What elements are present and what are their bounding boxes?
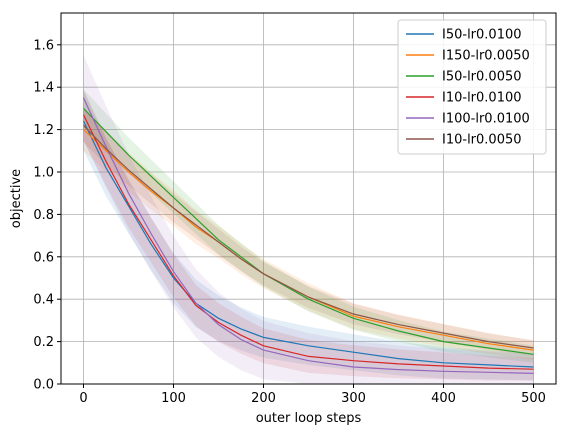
series-band (83, 89, 534, 363)
y-tick-label: 0.8 (33, 208, 54, 223)
legend-label: I100-lr0.0100 (442, 112, 530, 127)
series-band (83, 108, 534, 360)
y-tick-label: 1.4 (33, 81, 54, 96)
x-tick-label: 0 (79, 391, 87, 406)
grid (61, 13, 556, 385)
y-tick-label: 1.0 (33, 166, 54, 181)
x-axis-label: outer loop steps (256, 411, 362, 426)
x-tick-label: 300 (341, 391, 366, 406)
x-tick-label: 400 (431, 391, 456, 406)
plot-frame (60, 12, 557, 385)
series-band (83, 91, 534, 381)
legend: I50-lr0.0100 I150-lr0.0050 I50-lr0.0050 I10… (397, 19, 547, 155)
series-lines (82, 97, 534, 374)
series-band (83, 108, 534, 356)
x-tick-label: 500 (521, 391, 546, 406)
y-tick-label: 0.6 (33, 250, 54, 265)
series-line (83, 124, 534, 349)
series-line (83, 107, 534, 355)
legend-label: I50-lr0.0100 (442, 28, 522, 43)
y-tick-label: 1.2 (33, 123, 54, 138)
x-tick-label: 200 (251, 391, 276, 406)
series-line (82, 114, 534, 370)
series-band (83, 55, 534, 385)
series-band (83, 89, 534, 381)
y-tick-label: 0.0 (33, 378, 54, 393)
series-line (82, 120, 534, 368)
y-tick-label: 0.4 (33, 293, 54, 308)
ticks: 0 100 200 300 400 500 0.0 0.2 0.4 0.6 0.8 1.0 1.2 1.4… (33, 38, 546, 406)
legend-label: I10-lr0.0050 (442, 133, 522, 148)
legend-box (397, 19, 547, 155)
confidence-bands (83, 55, 534, 385)
y-tick-label: 1.6 (33, 38, 54, 53)
legend-label: I50-lr0.0050 (442, 70, 522, 85)
legend-label: I150-lr0.0050 (442, 49, 530, 64)
y-axis-label: objective (9, 169, 24, 228)
y-tick-label: 0.2 (33, 335, 54, 350)
x-tick-label: 100 (161, 391, 186, 406)
series-line (82, 97, 534, 374)
legend-label: I10-lr0.0100 (442, 91, 522, 106)
